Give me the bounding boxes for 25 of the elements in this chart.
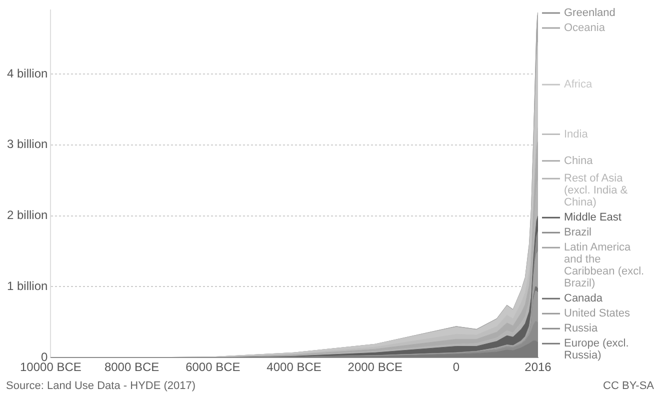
legend-label: Greenland xyxy=(564,7,616,20)
legend-label: India xyxy=(564,128,589,140)
x-tick-label: 2016 xyxy=(524,360,552,374)
legend-label: Rest of Asia (excl. India & China) xyxy=(564,172,628,209)
x-tick-label: 6000 BCE xyxy=(186,360,240,374)
y-tick-label: 4 billion xyxy=(6,66,48,80)
source-note: Source: Land Use Data - HYDE (2017) xyxy=(6,380,196,392)
legend-label: Latin America and the Caribbean (excl. Brazil) xyxy=(564,242,644,290)
y-tick-label: 2 billion xyxy=(6,208,48,222)
x-tick-label: 2000 BCE xyxy=(348,360,402,374)
text: CC BY-SA xyxy=(603,380,654,392)
legend-label: China xyxy=(564,154,594,167)
legend-label: Brazil xyxy=(564,226,592,239)
x-tick-label: 8000 BCE xyxy=(104,360,160,374)
legend-label: Oceania xyxy=(564,22,606,34)
legend-label: Middle East xyxy=(564,212,622,224)
legend-label: Africa xyxy=(564,78,593,91)
legend-label: Russia xyxy=(564,322,599,335)
x-tick-label: 4000 BCE xyxy=(266,360,322,374)
y-tick-label: 3 billion xyxy=(6,137,48,152)
x-tick-label: 0 xyxy=(452,360,460,374)
legend-label: United States xyxy=(564,308,631,320)
y-tick-label: 1 billion xyxy=(6,279,48,294)
legend-label: Canada xyxy=(564,292,604,305)
legend-label: Europe (excl. Russia) xyxy=(564,338,629,362)
